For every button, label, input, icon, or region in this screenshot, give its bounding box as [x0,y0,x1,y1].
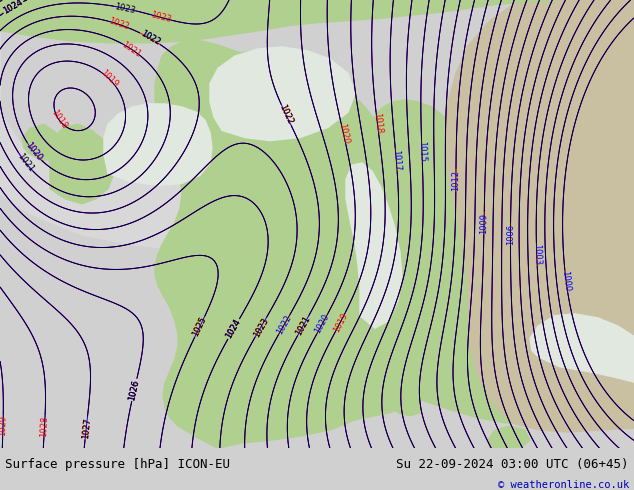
Text: 1025: 1025 [191,315,209,338]
Text: 1023: 1023 [114,2,136,15]
Text: 1021: 1021 [120,40,143,59]
Text: 1023: 1023 [150,10,172,24]
Text: © weatheronline.co.uk: © weatheronline.co.uk [498,480,629,490]
Polygon shape [445,0,634,432]
Text: 1024: 1024 [224,318,243,340]
Text: 1026: 1026 [127,378,141,401]
Polygon shape [210,47,355,141]
Polygon shape [530,314,634,382]
Text: 1020: 1020 [337,122,350,145]
Text: 1021: 1021 [294,314,313,337]
Text: 1006: 1006 [506,224,515,245]
Text: 1024: 1024 [224,318,243,340]
Text: 1009: 1009 [479,213,489,234]
Polygon shape [346,163,402,328]
Polygon shape [22,124,60,161]
Text: 1022: 1022 [139,29,162,48]
Text: 1023: 1023 [252,316,270,339]
Text: 1017: 1017 [391,149,401,171]
Text: 1021: 1021 [294,314,313,337]
Text: 1027: 1027 [81,417,92,439]
Polygon shape [186,116,222,153]
Polygon shape [220,51,460,420]
Polygon shape [0,0,280,249]
Text: 1019: 1019 [98,68,120,90]
Text: 1022: 1022 [139,29,162,48]
Text: 1022: 1022 [278,103,295,126]
Text: 1003: 1003 [532,244,541,265]
Polygon shape [155,41,375,448]
Polygon shape [48,124,114,204]
Text: Surface pressure [hPa] ICON-EU: Surface pressure [hPa] ICON-EU [5,458,230,471]
Text: 1029: 1029 [0,415,8,437]
Text: 1024: 1024 [2,0,24,16]
Polygon shape [540,367,634,428]
Text: 1020: 1020 [24,141,44,163]
Text: 1027: 1027 [81,417,92,439]
Text: 1025: 1025 [191,315,209,338]
Text: 1000: 1000 [560,270,572,293]
Text: 1024: 1024 [224,318,243,340]
Text: Su 22-09-2024 03:00 UTC (06+45): Su 22-09-2024 03:00 UTC (06+45) [396,458,629,471]
Text: 1015: 1015 [417,140,427,162]
Text: 1021: 1021 [15,151,36,173]
Text: 1024: 1024 [2,0,24,16]
Text: 1019: 1019 [332,311,349,334]
Polygon shape [104,104,212,185]
Text: 1012: 1012 [451,170,460,191]
Text: 1020: 1020 [313,313,332,335]
Polygon shape [365,100,565,424]
Text: 1026: 1026 [127,378,141,401]
Text: 1018: 1018 [372,113,383,135]
Text: 1018: 1018 [49,108,68,131]
Text: 1022: 1022 [278,103,295,126]
Text: 1022: 1022 [275,314,294,336]
Text: 1022: 1022 [107,17,130,32]
Polygon shape [488,426,530,448]
Text: 1028: 1028 [39,416,49,438]
Polygon shape [0,0,560,43]
Text: 1024: 1024 [2,0,24,16]
Text: 1023: 1023 [252,316,270,339]
Text: 1026: 1026 [127,378,141,401]
Text: 1020: 1020 [24,141,44,163]
